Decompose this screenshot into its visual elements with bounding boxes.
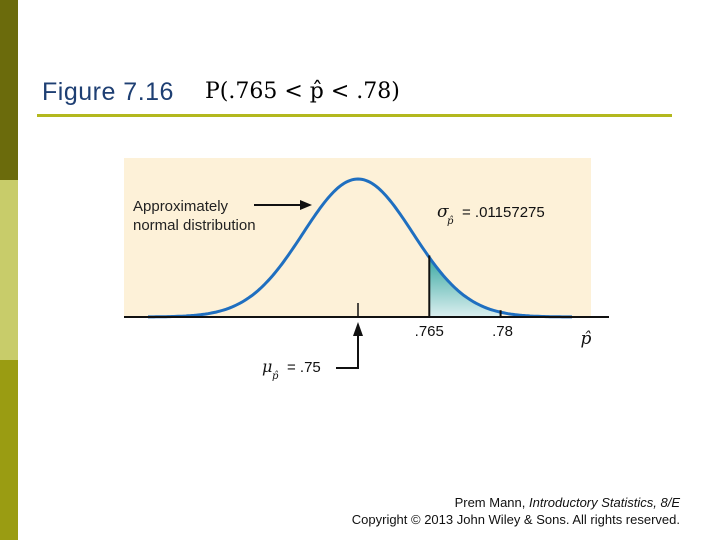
mu-subscript: p̂ xyxy=(272,371,279,382)
axis-label-p-hat: p̂ xyxy=(581,329,592,349)
side-bar-middle xyxy=(0,180,18,360)
mu-symbol: μ xyxy=(262,357,272,376)
mean-pointer-line xyxy=(336,334,359,369)
tick-label-765: .765 xyxy=(415,323,444,340)
sigma-symbol: σ xyxy=(437,202,449,222)
mu-value: = .75 xyxy=(287,359,321,376)
copyright-caption: Prem Mann, Introductory Statistics, 8/E … xyxy=(352,494,680,528)
figure-panel xyxy=(124,158,591,316)
shaded-probability-region xyxy=(429,257,501,316)
annotation-line-1: Approximately xyxy=(133,198,229,215)
mean-pointer-arrowhead xyxy=(353,322,363,336)
caption-author: Prem Mann, xyxy=(454,495,529,510)
sigma-subscript: p̂ xyxy=(447,216,454,227)
annotation-line-2: normal distribution xyxy=(133,217,256,234)
caption-book: Introductory Statistics, 8/E xyxy=(528,495,680,510)
caption-copyright: Copyright © 2013 John Wiley & Sons. All … xyxy=(351,512,680,527)
probability-formula: P(.765 < p̂ < .78) xyxy=(205,79,400,104)
sigma-value: = .01157275 xyxy=(462,204,545,221)
annotation-arrow-head xyxy=(300,200,312,210)
tick-label-78: .78 xyxy=(492,323,513,340)
side-bar-top xyxy=(0,0,18,180)
figure-title: Figure 7.16 xyxy=(42,78,174,106)
title-underline xyxy=(37,114,672,117)
side-bar-bottom xyxy=(0,360,18,540)
